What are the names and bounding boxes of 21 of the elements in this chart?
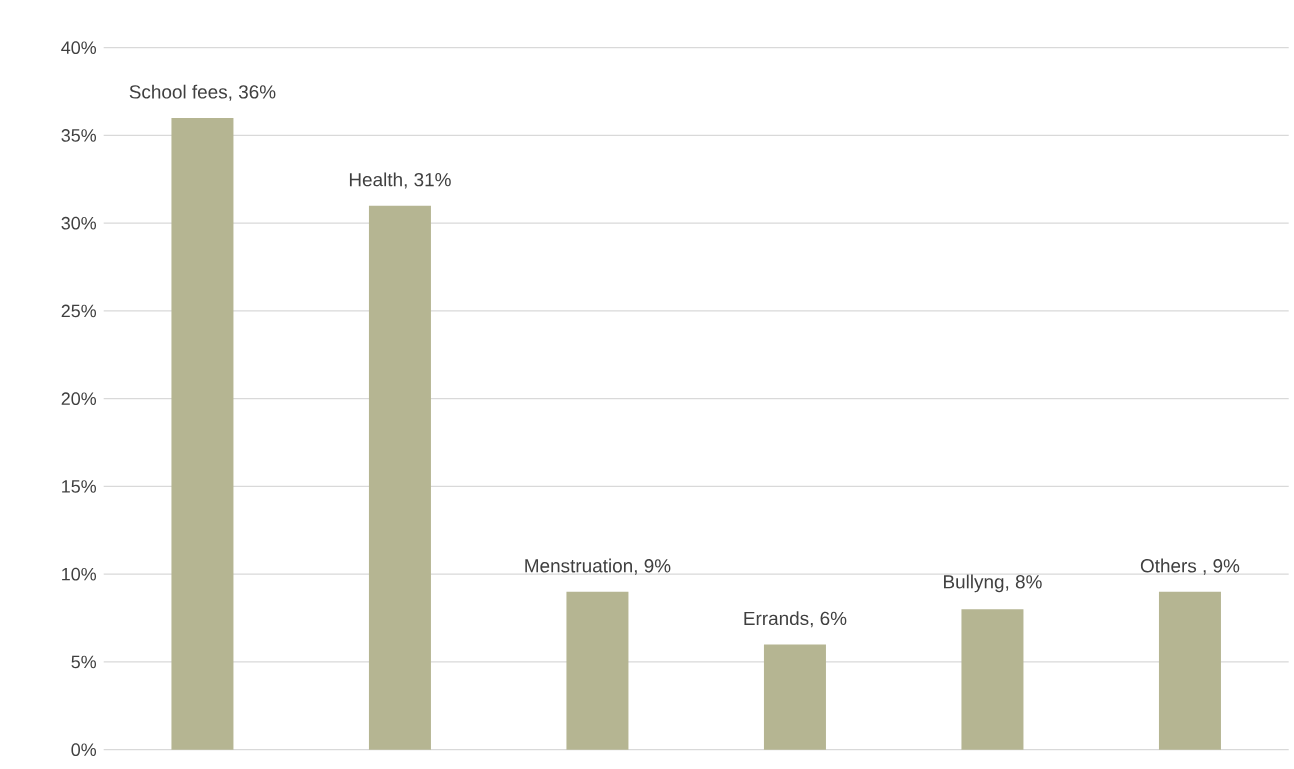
y-tick-label: 15% [62,480,97,493]
data-label: Health, 31% [349,172,451,189]
data-label: School fees, 36% [129,84,276,101]
y-tick-label: 40% [61,41,97,55]
y-tick-label: 10% [62,567,97,581]
data-label: Errands, 6% [744,611,847,628]
bar [368,205,431,750]
bar [1158,591,1221,750]
bar [961,609,1024,750]
y-tick-label: 20% [61,392,97,406]
data-label: Menstruation, 9% [525,558,671,575]
data-label: Bullyng, 8% [944,574,1042,593]
data-label: Others , 9% [1140,558,1240,575]
y-tick-label: 5% [71,655,97,669]
y-tick-label: 30% [61,216,97,230]
bar [566,591,629,750]
y-tick-label: 35% [61,129,97,142]
bar [763,644,826,750]
y-tick-label: 0% [71,743,97,757]
y-tick-label: 25% [61,304,97,318]
bar [171,117,234,750]
